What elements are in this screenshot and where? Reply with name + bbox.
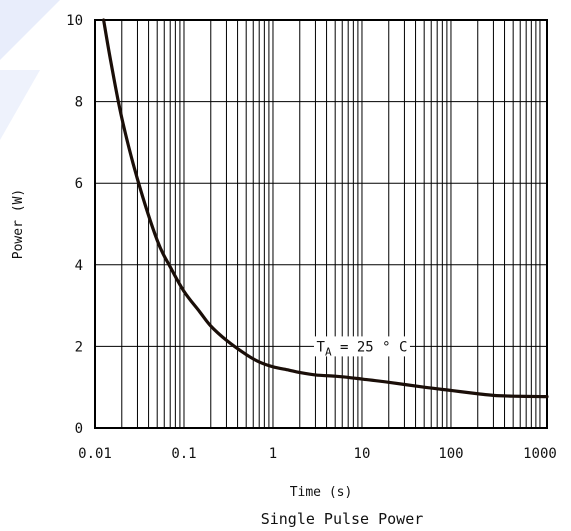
x-tick-label: 100 — [438, 446, 463, 462]
annotation-text: TA = 25 ° C — [317, 339, 408, 358]
x-axis-label: Time (s) — [290, 485, 353, 500]
annotation-prefix: T — [317, 339, 326, 355]
y-tick-label: 0 — [75, 421, 83, 437]
annotation-value: = 25 ° C — [332, 339, 408, 355]
x-tick-label: 10 — [354, 446, 371, 462]
x-tick-label: 0.01 — [78, 446, 112, 462]
x-tick-label: 0.1 — [171, 446, 196, 462]
plot-frame — [94, 19, 548, 429]
x-tick-labels: 0.01 0.1 1 10 100 1000 — [78, 446, 557, 462]
annotation-subscript: A — [325, 345, 332, 358]
y-tick-labels: 0 2 4 6 8 10 — [66, 13, 83, 437]
y-tick-label: 6 — [75, 176, 83, 192]
chart-title: Single Pulse Power — [261, 510, 424, 528]
temperature-annotation: TA = 25 ° C — [313, 336, 410, 358]
x-tick-label: 1000 — [523, 446, 557, 462]
power-curve — [102, 18, 549, 399]
y-axis-label: Power (W) — [11, 189, 26, 259]
x-tick-label: 1 — [269, 446, 277, 462]
y-tick-label: 2 — [75, 339, 83, 355]
y-tick-label: 8 — [75, 95, 83, 111]
y-tick-label: 10 — [66, 13, 83, 29]
y-tick-label: 4 — [75, 258, 83, 274]
grid — [94, 19, 547, 429]
